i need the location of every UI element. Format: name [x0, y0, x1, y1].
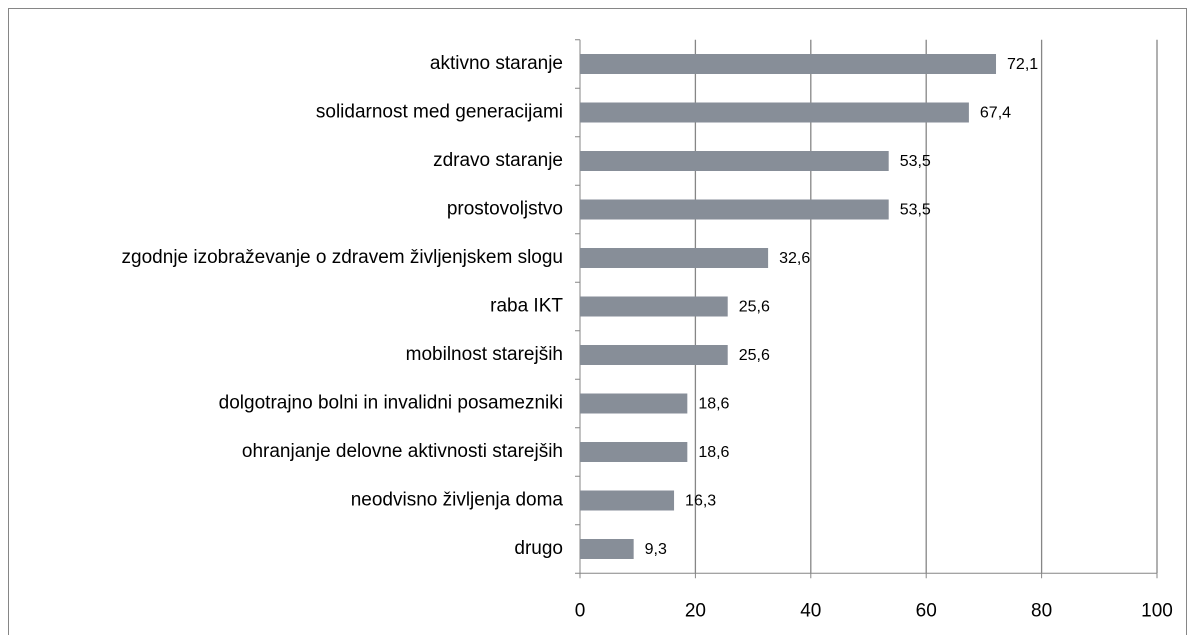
value-label: 9,3: [645, 541, 667, 558]
value-label: 16,3: [685, 493, 716, 510]
y-tick-label: neodvisno življenja doma: [351, 490, 564, 511]
bar: [580, 296, 728, 317]
value-label: 25,6: [739, 347, 770, 364]
chart-border: [8, 8, 1187, 635]
y-tick-label: ohranjanje delovne aktivnosti starejših: [242, 441, 563, 462]
y-tick-label: zgodnje izobraževanje o zdravem življenj…: [122, 247, 563, 268]
bar: [580, 102, 969, 123]
bar: [580, 199, 889, 220]
value-label: 53,5: [900, 153, 931, 170]
value-label: 25,6: [739, 299, 770, 316]
y-tick-label: mobilnost starejših: [406, 344, 563, 365]
y-tick-label: dolgotrajno bolni in invalidni posamezni…: [219, 393, 563, 414]
value-label: 53,5: [900, 202, 931, 219]
x-tick-label: 60: [916, 600, 937, 621]
bar: [580, 345, 728, 365]
x-tick-label: 20: [685, 600, 706, 621]
bar: [580, 539, 634, 559]
y-tick-label: zdravo staranje: [433, 150, 563, 171]
y-tick-label: drugo: [514, 538, 563, 559]
value-label: 32,6: [779, 250, 810, 267]
bar: [580, 151, 889, 171]
x-tick-label: 80: [1031, 600, 1052, 621]
y-tick-label: solidarnost med generacijami: [316, 102, 563, 123]
bar: [580, 248, 769, 268]
bar: [580, 54, 997, 74]
x-tick-label: 40: [800, 600, 821, 621]
bar: [580, 442, 688, 462]
x-tick-label: 0: [575, 600, 586, 621]
y-tick-label: raba IKT: [490, 296, 563, 317]
value-label: 72,1: [1007, 56, 1038, 73]
bar: [580, 393, 688, 414]
y-tick-label: aktivno staranje: [430, 53, 563, 74]
value-label: 18,6: [698, 396, 729, 413]
y-tick-label: prostovoljstvo: [447, 199, 563, 220]
bar: [580, 490, 675, 511]
value-label: 18,6: [698, 444, 729, 461]
x-tick-label: 100: [1141, 600, 1173, 621]
value-label: 67,4: [980, 105, 1011, 122]
